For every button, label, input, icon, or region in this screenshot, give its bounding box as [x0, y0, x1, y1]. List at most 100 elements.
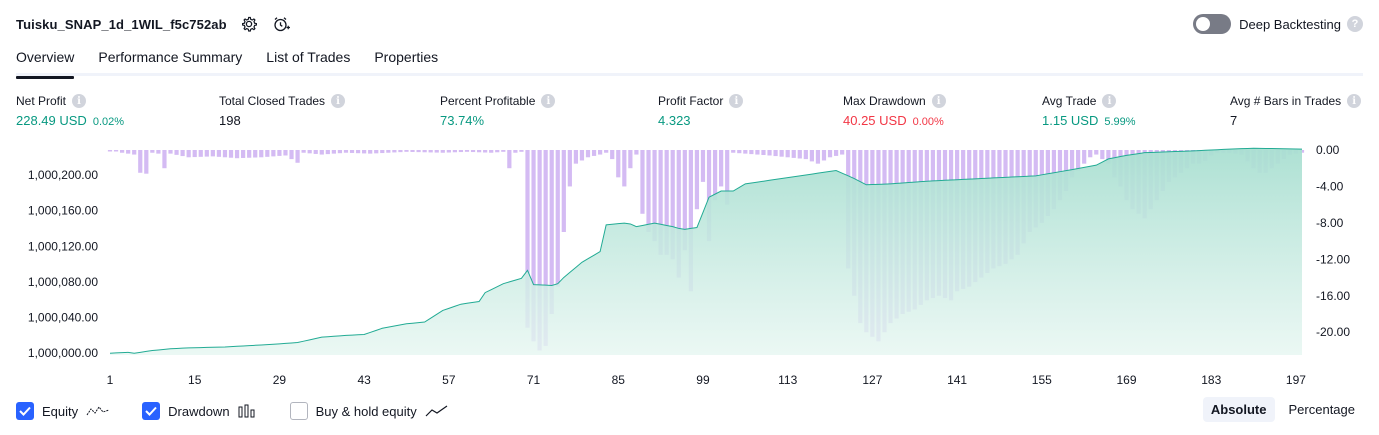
info-icon[interactable]: i: [1347, 94, 1362, 108]
equity-checkbox[interactable]: [16, 402, 34, 420]
x-axis-tick: 29: [273, 373, 287, 387]
absolute-button[interactable]: Absolute: [1202, 397, 1275, 422]
drawdown-bar: [688, 150, 693, 292]
drawdown-bar: [561, 150, 566, 232]
drawdown-bar: [464, 150, 470, 152]
drawdown-bar: [628, 150, 633, 169]
x-axis-tick: 15: [188, 373, 202, 387]
drawdown-bar: [119, 150, 125, 153]
drawdown-bar: [773, 150, 778, 157]
drawdown-bar: [646, 150, 651, 232]
tab-properties[interactable]: Properties: [374, 49, 439, 65]
drawdown-bar: [785, 150, 790, 158]
drawdown-bar: [470, 150, 476, 153]
drawdown-checkbox[interactable]: [142, 402, 161, 420]
drawdown-bar: [712, 150, 718, 201]
drawdown-bar: [1082, 150, 1087, 164]
info-icon[interactable]: i: [331, 94, 346, 108]
stat-value: 4.323: [658, 113, 691, 128]
left-axis: 1,000,000.00 1,000,040.00 1,000,080.00 1,00…: [28, 168, 98, 360]
drawdown-bar: [604, 150, 609, 153]
drawdown-bar: [1076, 150, 1081, 171]
drawdown-bar: [676, 150, 681, 278]
add-alert-clock-icon[interactable]: [271, 14, 291, 34]
drawdown-bar: [174, 150, 179, 155]
drawdown-bar: [821, 150, 827, 161]
percentage-button[interactable]: Percentage: [1288, 402, 1356, 417]
stat-value: 7: [1230, 113, 1238, 128]
deep-backtesting-toggle[interactable]: [1193, 14, 1232, 34]
drawdown-bar: [410, 150, 415, 152]
info-icon[interactable]: i: [541, 94, 556, 108]
drawdown-bar: [694, 150, 700, 210]
drawdown-bars-icon: [238, 404, 258, 418]
drawdown-bar: [126, 150, 131, 154]
drawdown-bar: [331, 150, 336, 154]
x-axis-tick: 71: [527, 373, 541, 387]
stat-percent: 5.99%: [1104, 116, 1136, 128]
drawdown-bar: [253, 150, 258, 158]
legend-buy-hold[interactable]: Buy & hold equity: [289, 402, 449, 420]
drawdown-bar: [779, 150, 784, 157]
drawdown-bar: [349, 150, 355, 153]
chart-legend: Equity Drawdown Buy & hold equity: [16, 400, 481, 422]
info-icon[interactable]: i: [729, 94, 744, 108]
x-axis-tick: 197: [1286, 373, 1306, 387]
legend-label: Equity: [42, 403, 79, 419]
buy-hold-checkbox[interactable]: [289, 402, 308, 420]
drawdown-bar: [743, 150, 748, 154]
tab-list-of-trades[interactable]: List of Trades: [266, 49, 351, 65]
drawdown-bar: [241, 150, 246, 158]
drawdown-bar: [386, 150, 391, 153]
tab-performance-summary[interactable]: Performance Summary: [98, 49, 243, 65]
drawdown-bar: [815, 150, 821, 164]
stat-profit-factor: Profit Factor i 4.323: [658, 93, 744, 128]
drawdown-bar: [271, 150, 276, 157]
drawdown-bar: [761, 150, 766, 156]
drawdown-bar: [458, 150, 464, 153]
drawdown-bar: [658, 150, 663, 255]
stat-label: Percent Profitable: [440, 94, 536, 108]
drawdown-bar: [198, 150, 203, 157]
drawdown-bar: [616, 150, 621, 178]
drawdown-bar: [132, 150, 137, 155]
stat-label: Total Closed Trades: [219, 94, 326, 108]
stat-max-drawdown: Max Drawdown i 40.25 USD 0.00%: [843, 93, 946, 128]
info-icon[interactable]: i: [1102, 94, 1117, 108]
drawdown-bar: [1100, 150, 1105, 160]
legend-equity[interactable]: Equity: [16, 402, 110, 420]
report-header: Tuisku_SNAP_1d_1WIL_f5c752ab Deep Backte…: [16, 12, 1363, 36]
right-axis-tick: -20.00: [1316, 325, 1350, 339]
info-icon[interactable]: i: [72, 94, 87, 108]
drawdown-bar: [513, 150, 518, 153]
settings-gear-icon[interactable]: [239, 14, 259, 34]
tab-overview[interactable]: Overview: [16, 44, 75, 79]
left-axis-tick: 1,000,040.00: [28, 311, 98, 325]
equity-area: [110, 148, 1302, 355]
left-axis-tick: 1,000,000.00: [28, 346, 98, 360]
help-icon[interactable]: ?: [1347, 16, 1363, 32]
drawdown-bar: [840, 150, 845, 155]
legend-drawdown[interactable]: Drawdown: [142, 402, 257, 420]
legend-label: Buy & hold equity: [315, 403, 417, 419]
drawdown-bar: [682, 150, 687, 251]
right-axis-tick: -4.00: [1316, 179, 1344, 193]
drawdown-bar: [343, 150, 349, 153]
equity-line-icon: [86, 404, 110, 418]
drawdown-bar: [531, 150, 536, 342]
strategy-name: Tuisku_SNAP_1d_1WIL_f5c752ab: [16, 16, 227, 32]
left-axis-tick: 1,000,160.00: [28, 204, 98, 218]
drawdown-bar: [622, 150, 627, 187]
drawdown-bar: [428, 150, 433, 153]
drawdown-bar: [501, 150, 506, 152]
drawdown-bar: [156, 150, 161, 154]
x-axis-tick: 99: [696, 373, 710, 387]
left-axis-tick: 1,000,120.00: [28, 239, 98, 253]
equity-drawdown-chart[interactable]: 1,000,000.00 1,000,040.00 1,000,080.00 1,00…: [0, 140, 1379, 395]
drawdown-bar: [222, 150, 228, 158]
drawdown-bar: [362, 150, 367, 154]
drawdown-bar: [476, 150, 482, 153]
stat-label: Avg # Bars in Trades: [1230, 94, 1342, 108]
info-icon[interactable]: i: [931, 94, 946, 108]
stat-value: 1.15 USD: [1042, 113, 1099, 128]
